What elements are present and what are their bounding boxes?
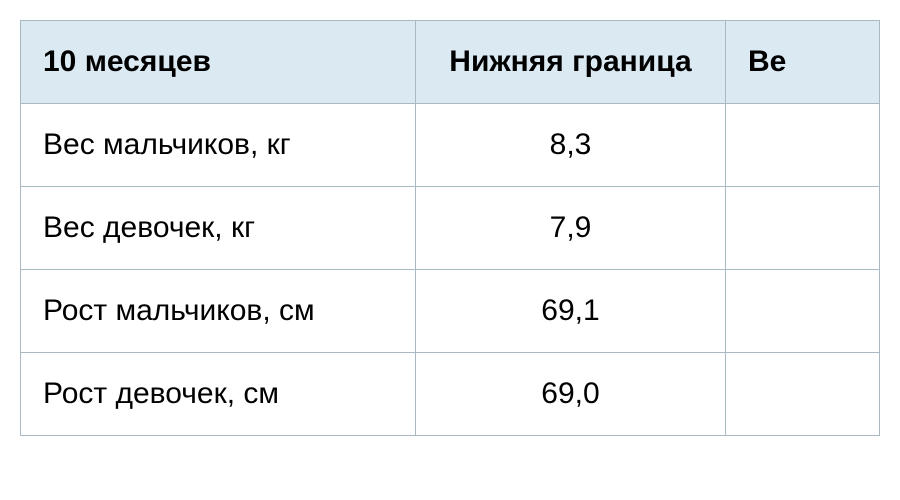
- column-header-age: 10 месяцев: [21, 21, 416, 104]
- row-value: 69,0: [416, 353, 726, 436]
- row-value: 7,9: [416, 187, 726, 270]
- row-label: Рост девочек, см: [21, 353, 416, 436]
- row-value: 8,3: [416, 104, 726, 187]
- growth-weight-table: 10 месяцев Нижняя граница Ве Вес мальчик…: [20, 20, 880, 436]
- table-row: Рост девочек, см 69,0: [21, 353, 880, 436]
- table-row: Вес девочек, кг 7,9: [21, 187, 880, 270]
- row-value-2: [726, 353, 880, 436]
- table-row: Рост мальчиков, см 69,1: [21, 270, 880, 353]
- column-header-partial: Ве: [726, 21, 880, 104]
- table-row: Вес мальчиков, кг 8,3: [21, 104, 880, 187]
- column-header-lower-bound: Нижняя граница: [416, 21, 726, 104]
- row-label: Вес мальчиков, кг: [21, 104, 416, 187]
- row-value-2: [726, 270, 880, 353]
- row-value-2: [726, 104, 880, 187]
- table-header-row: 10 месяцев Нижняя граница Ве: [21, 21, 880, 104]
- row-value: 69,1: [416, 270, 726, 353]
- row-value-2: [726, 187, 880, 270]
- row-label: Рост мальчиков, см: [21, 270, 416, 353]
- row-label: Вес девочек, кг: [21, 187, 416, 270]
